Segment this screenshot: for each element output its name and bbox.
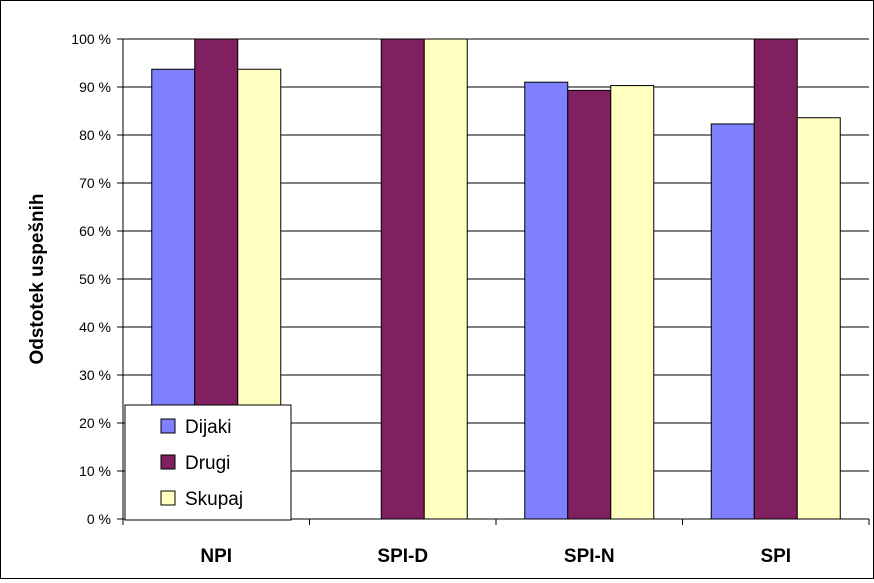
legend-swatch-drugi bbox=[160, 454, 176, 470]
legend-swatch-dijaki bbox=[160, 418, 176, 434]
bar-skupaj-spi-n bbox=[610, 85, 655, 520]
bar-dijaki-spi-n bbox=[524, 81, 569, 520]
x-category-label: SPI-N bbox=[564, 546, 615, 567]
legend-label-drugi: Drugi bbox=[185, 453, 230, 474]
y-tick-label: 50 % bbox=[79, 271, 111, 287]
bar-drugi-spi-n bbox=[567, 89, 612, 520]
bar-drugi-spi bbox=[753, 38, 798, 520]
y-tick-label: 80 % bbox=[79, 127, 111, 143]
bar-drugi-spi-d bbox=[380, 38, 425, 520]
y-axis-title: Odstotek uspešnih bbox=[27, 193, 48, 364]
legend-box bbox=[124, 404, 292, 521]
y-tick-label: 100 % bbox=[71, 31, 111, 47]
x-category-label: NPI bbox=[200, 546, 232, 567]
y-tick-label: 0 % bbox=[87, 511, 111, 527]
y-tick-label: 60 % bbox=[79, 223, 111, 239]
legend-label-dijaki: Dijaki bbox=[185, 417, 231, 438]
legend: Dijaki Drugi Skupaj bbox=[124, 404, 292, 521]
labels: 0 % 10 % 20 % 30 % 40 % 50 % 60 % 70 % 80 % 90 % 1… bbox=[71, 31, 791, 567]
legend-swatch-skupaj bbox=[160, 490, 176, 506]
y-tick-label: 90 % bbox=[79, 79, 111, 95]
bar-skupaj-spi bbox=[796, 117, 841, 520]
x-category-label: SPI bbox=[760, 546, 791, 567]
y-tick-label: 20 % bbox=[79, 415, 111, 431]
y-tick-label: 10 % bbox=[79, 463, 111, 479]
legend-label-skupaj: Skupaj bbox=[185, 489, 243, 510]
y-tick-label: 30 % bbox=[79, 367, 111, 383]
x-category-label: SPI-D bbox=[377, 546, 428, 567]
bar-skupaj-spi-d bbox=[423, 38, 468, 520]
bar-dijaki-spi bbox=[710, 123, 755, 520]
y-tick-label: 40 % bbox=[79, 319, 111, 335]
y-tick-label: 70 % bbox=[79, 175, 111, 191]
